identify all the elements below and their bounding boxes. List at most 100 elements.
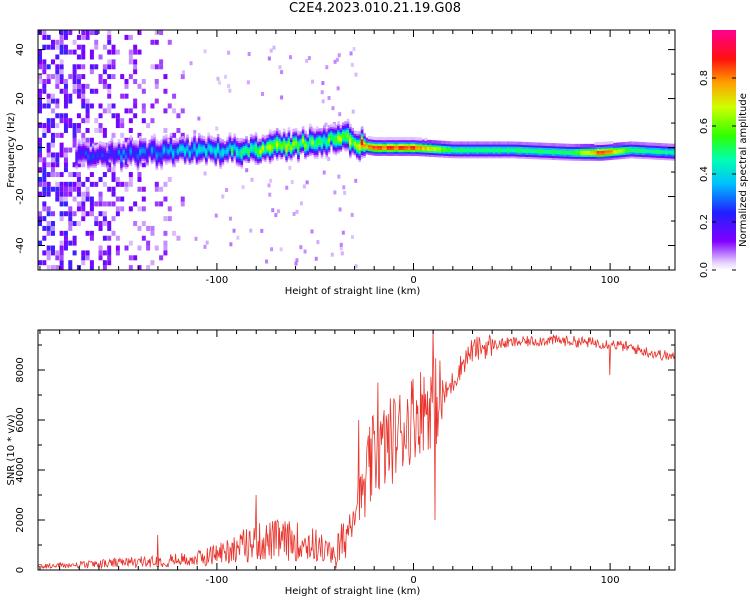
spectrogram-cell bbox=[103, 146, 107, 150]
spectrogram-cell bbox=[226, 158, 229, 162]
spectrogram-cell bbox=[403, 137, 406, 141]
spectrogram-cell bbox=[236, 235, 240, 240]
spectrogram-cell bbox=[102, 64, 107, 70]
spectrogram-cell bbox=[337, 148, 340, 152]
spectrogram-cell bbox=[433, 146, 437, 150]
spectrogram-cell bbox=[561, 155, 564, 159]
spectrogram-cell bbox=[580, 157, 583, 161]
spectrogram-cell bbox=[554, 147, 557, 151]
spectrogram-cell bbox=[308, 123, 312, 127]
spectrogram-cell bbox=[537, 154, 541, 158]
spectrogram-cell bbox=[521, 147, 524, 151]
spectrogram-cell bbox=[42, 172, 47, 178]
spectrogram-cell bbox=[455, 147, 458, 151]
spectrogram-cell bbox=[433, 152, 437, 156]
spectrogram-cell bbox=[75, 158, 78, 162]
spectrogram-cell bbox=[84, 156, 88, 160]
spectrogram-cell bbox=[176, 138, 180, 142]
spectrogram-cell bbox=[172, 159, 175, 163]
spectrogram-cell bbox=[195, 155, 199, 160]
spectrogram-cell bbox=[98, 54, 103, 60]
spectrogram-cell bbox=[174, 147, 178, 151]
spectrogram-cell bbox=[89, 150, 93, 154]
spectrogram-cell bbox=[84, 144, 88, 148]
spectrogram-cell bbox=[523, 145, 527, 150]
spectrogram-cell bbox=[481, 141, 484, 145]
spectrogram-cell bbox=[141, 206, 146, 212]
spectrogram-cell bbox=[365, 147, 369, 151]
spectrogram-cell bbox=[457, 143, 461, 147]
spectrogram-cell bbox=[91, 161, 95, 165]
spectrogram-cell bbox=[268, 160, 272, 164]
spectrogram-cell bbox=[72, 83, 77, 89]
spectrogram-cell bbox=[332, 141, 336, 145]
spectrogram-cell bbox=[412, 152, 416, 156]
spectrogram-cell bbox=[282, 152, 286, 156]
spectrogram-cell bbox=[129, 143, 133, 147]
spectrogram-cell bbox=[129, 156, 133, 161]
spectrogram-cell bbox=[89, 156, 93, 160]
spectrogram-cell bbox=[233, 155, 237, 159]
spectrogram-cell bbox=[606, 149, 609, 153]
spectrogram-cell bbox=[202, 155, 206, 159]
spectrogram-cell bbox=[582, 143, 586, 148]
spectrogram-cell bbox=[613, 150, 616, 154]
spectrogram-cell bbox=[617, 148, 621, 152]
spectrogram-cell bbox=[662, 147, 666, 151]
spectrogram-cell bbox=[137, 265, 142, 270]
spectrogram-cell bbox=[59, 181, 64, 187]
spectrogram-cell bbox=[549, 152, 553, 156]
spectrogram-cell bbox=[162, 137, 166, 141]
spectrogram-cell bbox=[94, 201, 99, 207]
spectrogram-cell bbox=[165, 136, 168, 140]
spectrogram-cell bbox=[242, 146, 246, 150]
spectrogram-cell bbox=[94, 39, 99, 45]
spectrogram-cell bbox=[146, 159, 149, 163]
spectrogram-cell bbox=[563, 143, 567, 147]
spectrogram-cell bbox=[648, 156, 652, 160]
spectrogram-cell bbox=[131, 154, 135, 158]
spectrogram-cell bbox=[106, 163, 109, 167]
spectrogram-cell bbox=[195, 148, 199, 152]
spectrogram-cell bbox=[42, 157, 47, 163]
spectrogram-cell bbox=[648, 150, 652, 154]
spectrogram-cell bbox=[523, 149, 527, 153]
spectrogram-cell bbox=[153, 153, 156, 157]
spectrogram-cell bbox=[344, 138, 347, 142]
spectrogram-cell bbox=[139, 155, 142, 159]
spectrogram-cell bbox=[653, 146, 656, 150]
spectrogram-cell bbox=[641, 149, 645, 154]
spectrogram-cell bbox=[183, 147, 187, 151]
spectrogram-cell bbox=[273, 151, 277, 156]
spectrogram-cell bbox=[594, 155, 597, 159]
spectrogram-cell bbox=[84, 150, 88, 154]
spectrogram-cell bbox=[137, 172, 142, 178]
spectrogram-cell bbox=[273, 134, 277, 138]
spectrogram-cell bbox=[146, 155, 149, 159]
spectrogram-cell bbox=[295, 258, 299, 263]
spectrogram-cell bbox=[651, 146, 654, 150]
spectrogram-cell bbox=[419, 153, 423, 157]
spectrogram-cell bbox=[285, 141, 288, 145]
spectrogram-cell bbox=[290, 146, 293, 150]
spectrogram-cell bbox=[478, 145, 482, 149]
spectrogram-cell bbox=[143, 141, 147, 146]
spectrogram-cell bbox=[443, 146, 446, 150]
spectrogram-cell bbox=[311, 130, 314, 134]
spectrogram-cell bbox=[332, 149, 336, 153]
spectrogram-cell bbox=[115, 250, 120, 256]
spectrogram-cell bbox=[181, 153, 185, 157]
spectrogram-cell bbox=[108, 142, 111, 146]
spectrogram-cell bbox=[190, 139, 194, 143]
spectrogram-cell bbox=[122, 142, 126, 147]
x-tick-label: 100 bbox=[601, 575, 620, 586]
spectrogram-cell bbox=[459, 147, 463, 151]
spectrogram-cell bbox=[63, 235, 68, 241]
spectrogram-cell bbox=[107, 167, 112, 173]
spectrogram-cell bbox=[339, 144, 343, 148]
spectrogram-cell bbox=[50, 250, 55, 256]
spectrogram-cell bbox=[386, 144, 390, 149]
spectrogram-cell bbox=[85, 196, 90, 202]
spectrogram-cell bbox=[183, 155, 187, 159]
spectrogram-cell bbox=[190, 152, 194, 157]
